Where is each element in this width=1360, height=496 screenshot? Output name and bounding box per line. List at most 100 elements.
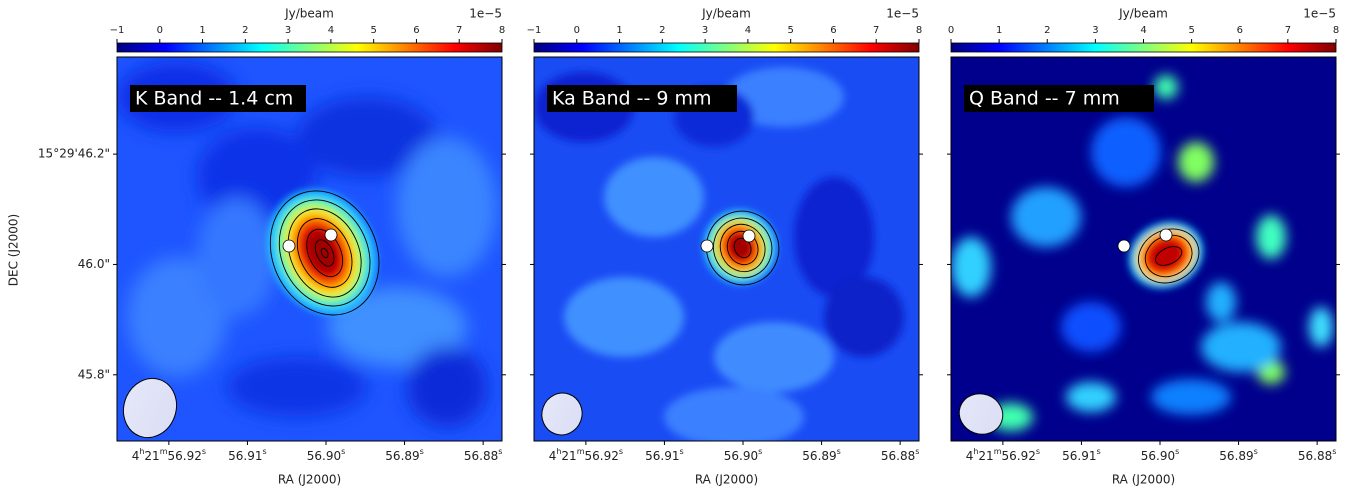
contour: [306, 228, 344, 278]
y-tick-label: 45.8": [78, 367, 110, 381]
y-axis-label: DEC (J2000): [7, 214, 21, 286]
marker: [282, 239, 296, 253]
contours: [706, 210, 780, 286]
marker: [742, 229, 756, 243]
marker: [700, 239, 714, 253]
noise-patch: [1011, 187, 1081, 247]
source-layer: [1148, 239, 1184, 271]
contour: [706, 210, 780, 286]
image: [951, 57, 1336, 441]
colorbar-tick-label: 3: [702, 25, 708, 36]
axes-frame: [950, 56, 1337, 442]
image: [117, 57, 502, 441]
contours: [269, 190, 380, 316]
colorbar: [533, 42, 920, 53]
x-tick-label: 56.88s: [464, 447, 503, 463]
contour: [278, 199, 371, 307]
noise-patch: [1309, 307, 1333, 347]
beam: [958, 393, 1004, 435]
x-tick-label: 56.89s: [802, 447, 841, 463]
noise-patch: [297, 97, 437, 177]
marker: [1117, 239, 1131, 253]
contour: [1138, 228, 1200, 284]
colorbar-tick-label: −1: [110, 25, 125, 36]
x-tick-label: 56.88s: [1298, 447, 1337, 463]
contours: [1138, 228, 1200, 284]
noise-patch: [1091, 117, 1161, 187]
colorbar-tick-label: 3: [285, 25, 291, 36]
contour: [1144, 234, 1193, 278]
y-tick-label: 46.0": [78, 257, 110, 271]
colorbar-tick-label: 4: [1140, 25, 1146, 36]
beam: [123, 377, 177, 439]
noise-patch: [1066, 382, 1116, 412]
noise-patch: [127, 257, 227, 377]
panel-title: K Band -- 1.4 cm: [135, 88, 293, 110]
noise-patch: [1178, 142, 1214, 182]
noise: [117, 62, 497, 427]
colorbar-tick-label: 6: [1237, 25, 1243, 36]
noise-patch: [714, 322, 834, 392]
noise-patch: [197, 197, 277, 317]
colorbar-tick-label: 1: [996, 25, 1002, 36]
noise-patch: [794, 177, 874, 297]
colorbar-tick-label: 7: [456, 25, 462, 36]
colorbar-tick-label: 7: [873, 25, 879, 36]
colorbar: [950, 42, 1337, 53]
noise-patch: [327, 287, 467, 367]
colorbar-tick-label: 0: [948, 25, 954, 36]
x-axis-label: RA (J2000): [695, 473, 758, 487]
x-tick-label: 56.91s: [645, 447, 684, 463]
colorbar-label: Jy/beam: [1118, 7, 1168, 21]
colorbar-tick-label: 5: [370, 25, 376, 36]
contour: [1155, 246, 1183, 266]
noise-patch: [1256, 215, 1286, 259]
colorbar-scale: 1e−5: [469, 7, 502, 21]
panel-title: Q Band -- 7 mm: [969, 88, 1120, 110]
noise-patch: [1201, 322, 1281, 372]
panel-title: Ka Band -- 9 mm: [552, 88, 712, 110]
colorbar-tick-label: 7: [1285, 25, 1291, 36]
noise-patch: [1061, 302, 1121, 352]
colorbar-tick-label: 0: [157, 25, 163, 36]
colorbar-tick-label: 2: [659, 25, 665, 36]
source-layer: [306, 231, 338, 273]
colorbar-tick-label: 6: [830, 25, 836, 36]
contour: [320, 247, 329, 259]
colorbar-tick-label: 4: [328, 25, 334, 36]
noise-patch: [1151, 379, 1231, 415]
colorbar-tick-label: 5: [1188, 25, 1194, 36]
noise-patch: [824, 277, 904, 357]
colorbar: [116, 42, 503, 53]
noise-patch: [951, 237, 991, 297]
x-tick-label: 56.89s: [1219, 447, 1258, 463]
colorbar-tick-label: 0: [574, 25, 580, 36]
x-axis-label: RA (J2000): [1112, 473, 1175, 487]
panel-title-box: [130, 85, 306, 112]
contour: [713, 217, 773, 279]
marker: [1159, 228, 1173, 242]
colorbar-tick-label: 2: [242, 25, 248, 36]
axes-frame: [116, 56, 503, 442]
contour: [314, 239, 335, 267]
noise-patch: [1206, 282, 1236, 322]
source: [267, 189, 377, 315]
noise-patch: [724, 67, 844, 127]
noise-patch: [407, 347, 487, 427]
x-tick-label: 56.90s: [724, 447, 763, 463]
colorbar-tick-label: 3: [1092, 25, 1098, 36]
noise-patch: [664, 387, 804, 441]
colorbar-label: Jy/beam: [284, 7, 334, 21]
x-tick-label: 4h21m56.92s: [966, 447, 1040, 463]
marker: [324, 228, 338, 242]
colorbar-tick-label: 1: [199, 25, 205, 36]
noise: [534, 67, 904, 441]
x-tick-label: 56.89s: [385, 447, 424, 463]
contour: [269, 190, 380, 316]
colorbar-tick-label: 8: [916, 25, 922, 36]
x-tick-label: 56.91s: [228, 447, 267, 463]
colorbar-tick-label: 4: [745, 25, 751, 36]
contour: [733, 237, 752, 259]
noise-patch: [564, 277, 684, 357]
